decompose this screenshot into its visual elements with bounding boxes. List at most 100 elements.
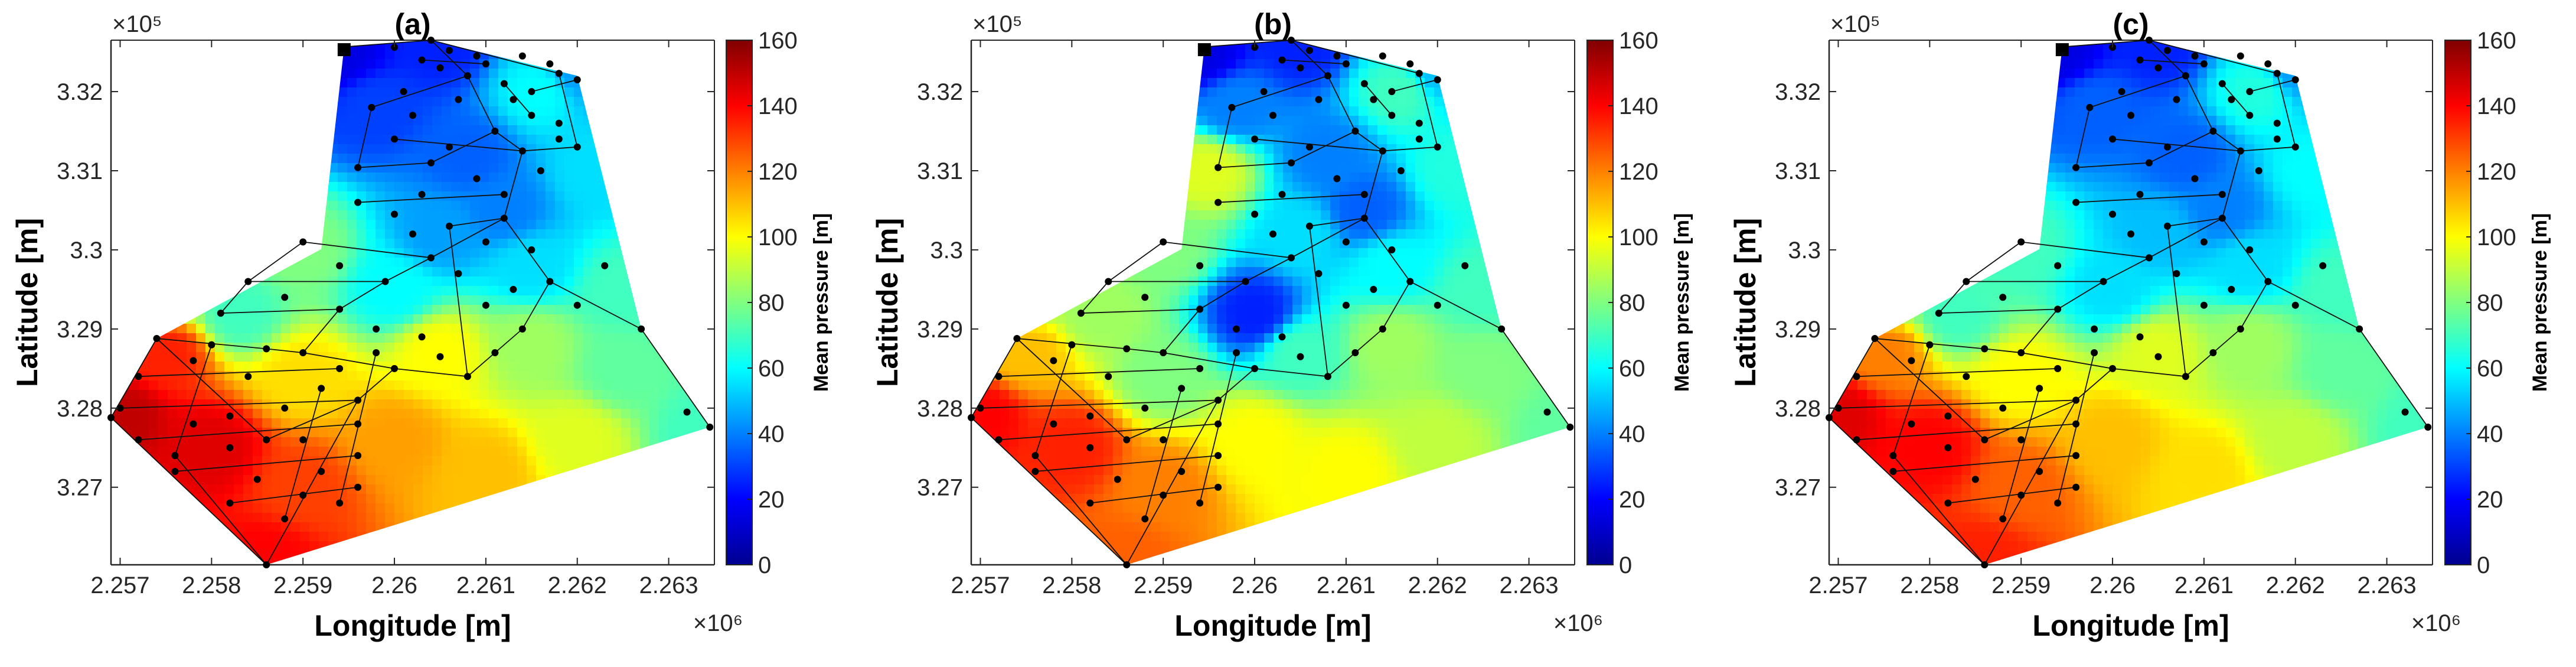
field-cell (394, 522, 404, 532)
field-cell (1368, 484, 1378, 494)
field-cell (404, 324, 414, 334)
field-cell (1396, 475, 1406, 485)
field-cell (602, 409, 612, 419)
field-cell (1236, 239, 1246, 249)
field-cell (1330, 305, 1340, 315)
field-cell (2094, 59, 2104, 69)
field-cell (1160, 258, 1170, 268)
field-cell (1330, 466, 1340, 476)
field-cell (404, 503, 414, 513)
field-cell (1425, 220, 1435, 230)
field-cell (1151, 522, 1161, 532)
field-cell (366, 173, 376, 183)
field-cell (1047, 314, 1057, 324)
field-cell (385, 295, 395, 305)
field-cell (366, 484, 376, 494)
field-cell (536, 116, 546, 126)
field-cell (1179, 513, 1189, 523)
field-cell (1245, 522, 1255, 532)
field-cell (1349, 97, 1359, 107)
field-cell (564, 78, 574, 88)
field-cell (2056, 59, 2066, 69)
field-cell (640, 390, 650, 400)
field-cell (2207, 59, 2217, 69)
field-cell (489, 191, 499, 201)
field-cell (1189, 267, 1199, 277)
field-cell (1302, 135, 1312, 145)
field-cell (1453, 333, 1463, 343)
pipe (1163, 352, 1255, 369)
field-cell (1226, 437, 1236, 447)
field-cell (1387, 466, 1397, 476)
field-cell (1387, 276, 1397, 287)
field-cell (1245, 69, 1255, 79)
field-cell (253, 305, 263, 315)
field-cell (262, 466, 272, 476)
field-cell (1377, 380, 1387, 391)
field-cell (366, 333, 376, 343)
field-cell (1264, 522, 1274, 532)
field-cell (1028, 428, 1038, 438)
field-cell (366, 513, 376, 523)
field-cell (1396, 116, 1406, 126)
field-cell (1160, 551, 1170, 561)
field-cell (479, 409, 489, 419)
field-cell (300, 258, 310, 268)
field-cell (536, 173, 546, 183)
field-cell (536, 191, 546, 201)
field-cell (1321, 267, 1331, 277)
field-cell (177, 484, 187, 494)
field-cell (1207, 135, 1217, 145)
field-cell (253, 380, 263, 391)
junction-node (299, 349, 307, 357)
field-cell (1255, 324, 1265, 334)
field-cell (1292, 87, 1302, 97)
field-cell (432, 286, 442, 296)
field-cell (489, 144, 499, 154)
junction-node (409, 112, 416, 119)
field-cell (394, 295, 404, 305)
field-cell (1387, 97, 1397, 107)
field-cell (1368, 305, 1378, 315)
field-cell (1481, 333, 1491, 343)
field-cell (621, 428, 631, 438)
field-cell (1207, 475, 1217, 485)
field-cell (1103, 409, 1114, 419)
field-cell (1132, 456, 1142, 466)
field-cell (1245, 409, 1255, 419)
field-cell (1425, 239, 1435, 249)
field-cell (328, 50, 338, 60)
field-cell (583, 466, 593, 476)
field-cell (1198, 78, 1208, 88)
field-cell (404, 513, 414, 523)
field-cell (1425, 456, 1435, 466)
pipe (284, 388, 322, 519)
junction-node (190, 357, 197, 365)
field-cell (1444, 229, 1454, 239)
field-cell (1349, 173, 1359, 183)
field-cell (1274, 267, 1284, 277)
field-cell (1217, 295, 1227, 305)
field-cell (1396, 135, 1406, 145)
field-cell (527, 210, 537, 220)
field-cell (1359, 116, 1369, 126)
field-cell (394, 191, 404, 201)
field-cell (376, 286, 386, 296)
field-cell (1434, 201, 1444, 211)
field-cell (2160, 69, 2170, 79)
field-cell (1236, 210, 1246, 220)
field-cell (215, 409, 225, 419)
field-cell (243, 324, 253, 334)
field-cell (1359, 229, 1369, 239)
field-cell (536, 182, 546, 192)
field-cell (1377, 69, 1387, 79)
field-cell (489, 106, 499, 116)
field-cell (1292, 437, 1302, 447)
field-cell (1406, 324, 1416, 334)
field-cell (498, 154, 508, 164)
field-cell (1066, 456, 1076, 466)
field-cell (1207, 191, 1217, 201)
field-cell (234, 276, 244, 287)
junction-node (1543, 408, 1551, 416)
field-cell (1377, 220, 1387, 230)
